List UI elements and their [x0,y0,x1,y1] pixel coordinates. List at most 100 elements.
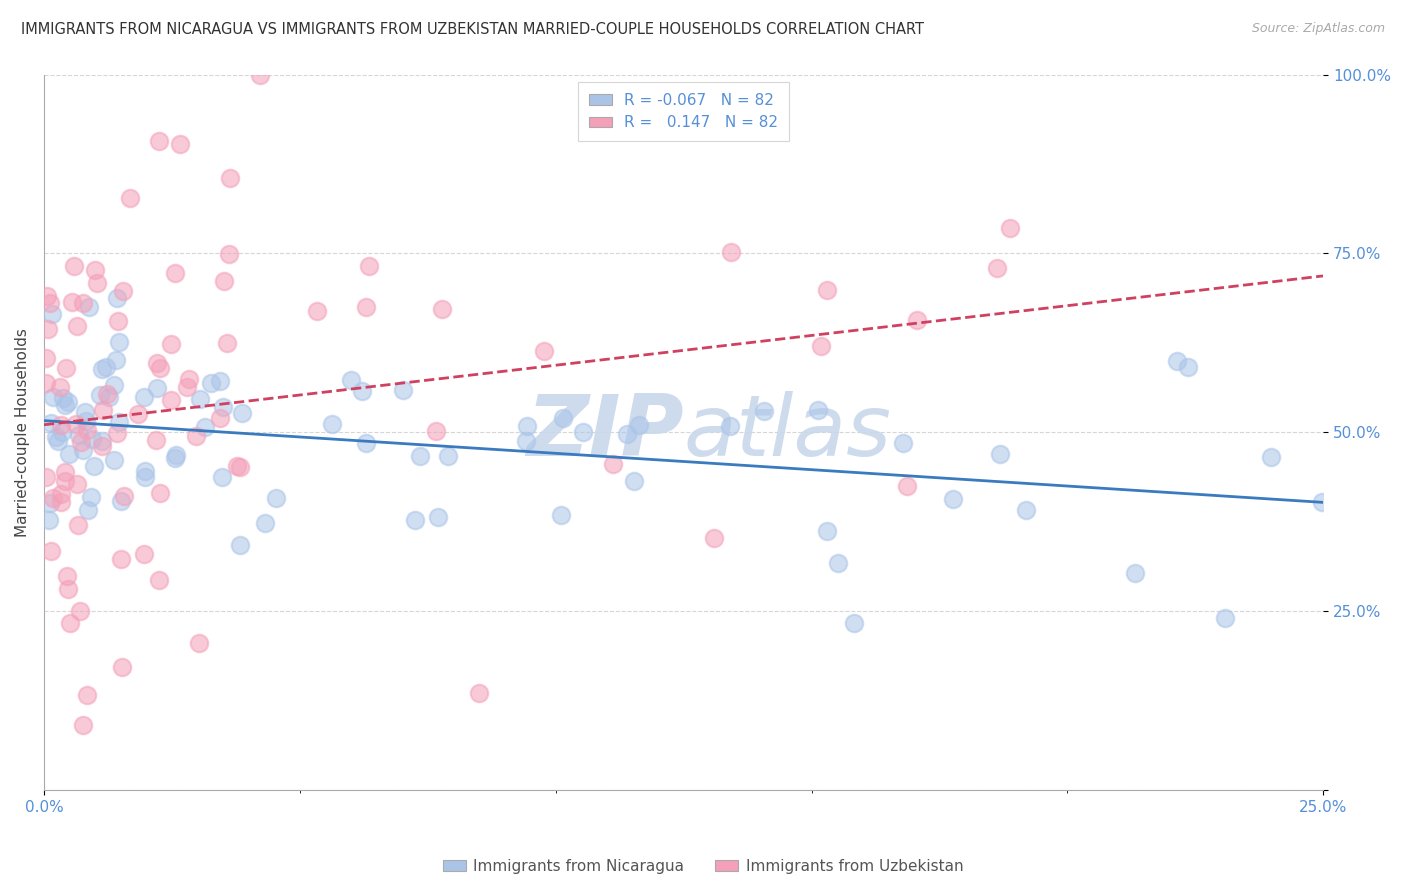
Point [77,503,100,517]
Point [132,547,155,561]
Point [105,426,128,441]
Point [225,459,247,474]
Point [354,300,377,314]
Point [93,403,115,417]
Point [105,292,128,306]
Point [146,381,169,395]
Point [844,616,866,631]
Point [159,393,181,408]
Point [53,465,76,479]
Point [149,485,172,500]
Point [228,460,250,475]
Point [550,508,572,523]
Point [41,307,63,321]
Point [468,686,491,700]
Point [80,432,103,446]
Point [56,582,79,596]
Point [52,391,75,405]
Point [35,470,58,484]
Point [827,557,849,571]
Point [112,284,135,298]
Text: IMMIGRANTS FROM NICARAGUA VS IMMIGRANTS FROM UZBEKISTAN MARRIED-COUPLE HOUSEHOLD: IMMIGRANTS FROM NICARAGUA VS IMMIGRANTS … [21,22,924,37]
Point [91,438,114,452]
Point [1177,359,1199,374]
Point [110,494,132,508]
Point [254,516,277,530]
Point [45,429,67,443]
Point [103,378,125,392]
Point [807,402,830,417]
Point [107,314,129,328]
Point [159,336,181,351]
Point [404,513,426,527]
Point [169,137,191,152]
Point [41,543,63,558]
Text: atlas: atlas [683,391,891,474]
Point [89,387,111,401]
Point [392,383,415,397]
Point [148,574,170,588]
Point [815,283,838,297]
Point [572,425,595,439]
Point [891,435,914,450]
Point [208,375,231,389]
Point [110,660,132,674]
Point [134,464,156,478]
Point [149,361,172,376]
Point [200,376,222,391]
Point [96,386,118,401]
Point [1260,450,1282,465]
Point [42,390,65,404]
Point [110,551,132,566]
Point [307,303,329,318]
Point [187,636,209,650]
Point [321,417,343,431]
Point [134,470,156,484]
Point [51,425,73,439]
Point [66,518,89,533]
Point [231,406,253,420]
Point [132,390,155,404]
Point [1015,503,1038,517]
Point [218,171,240,186]
Text: ZIP: ZIP [526,391,683,474]
Point [905,312,928,326]
Point [988,447,1011,461]
Point [1215,611,1237,625]
Point [58,447,80,461]
Point [515,434,537,449]
Point [703,531,725,545]
Point [53,475,76,489]
Point [96,360,118,375]
Point [56,568,79,582]
Point [616,426,638,441]
Point [66,318,89,333]
Point [83,263,105,277]
Point [425,424,447,438]
Point [628,417,651,432]
Point [118,191,141,205]
Point [516,418,538,433]
Point [1125,566,1147,580]
Point [1310,495,1333,509]
Point [56,394,79,409]
Point [114,489,136,503]
Point [127,407,149,421]
Point [354,435,377,450]
Point [986,260,1008,275]
Point [165,449,187,463]
Point [51,495,73,509]
Point [48,434,70,449]
Point [409,449,432,463]
Point [340,373,363,387]
Point [188,392,211,406]
Point [208,411,231,425]
Point [942,491,965,506]
Point [212,274,235,288]
Point [37,322,59,336]
Y-axis label: Married-couple Households: Married-couple Households [15,327,30,537]
Point [108,415,131,429]
Point [752,404,775,418]
Point [72,295,94,310]
Point [218,247,240,261]
